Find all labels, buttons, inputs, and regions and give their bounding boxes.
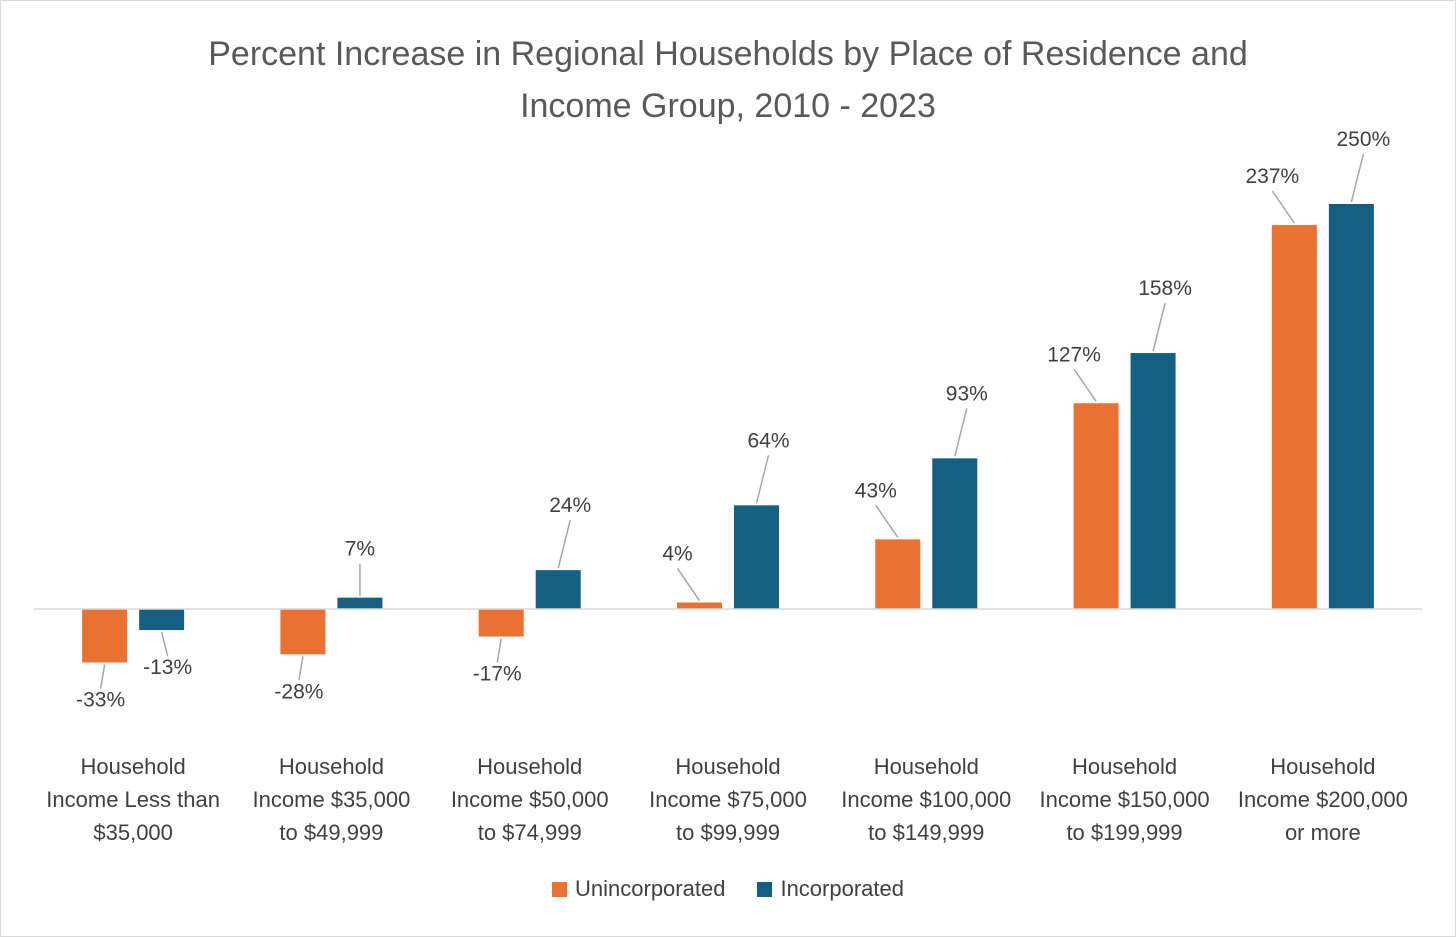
bar-unincorporated-5 bbox=[1073, 403, 1119, 609]
bar-unincorporated-6 bbox=[1271, 225, 1317, 609]
leader-line-incorporated-2 bbox=[557, 519, 571, 569]
bar-incorporated-1 bbox=[337, 597, 383, 609]
bar-incorporated-2 bbox=[535, 570, 581, 609]
bar-incorporated-5 bbox=[1130, 353, 1176, 609]
leader-line-incorporated-0 bbox=[160, 631, 169, 657]
category-label-3-line-1: Income $75,000 bbox=[649, 787, 807, 812]
bar-unincorporated-0 bbox=[82, 609, 128, 663]
data-label-incorporated-0: -13% bbox=[143, 656, 192, 679]
data-label-incorporated-6: 250% bbox=[1336, 128, 1390, 151]
leader-line-unincorporated-4 bbox=[875, 504, 899, 538]
legend-label-unincorporated: Unincorporated bbox=[575, 876, 726, 901]
category-label-4-line-1: Income $100,000 bbox=[841, 787, 1012, 812]
category-label-4-line-2: to $149,999 bbox=[868, 820, 985, 845]
category-label-6-line-0: Household bbox=[1270, 754, 1376, 779]
category-label-2-line-1: Income $50,000 bbox=[450, 787, 609, 812]
data-label-unincorporated-6: 237% bbox=[1245, 165, 1299, 188]
leader-line-unincorporated-0 bbox=[99, 664, 106, 689]
bar-unincorporated-2 bbox=[478, 609, 524, 637]
bar-incorporated-4 bbox=[932, 458, 978, 609]
category-label-3-line-2: to $99,999 bbox=[676, 820, 780, 845]
data-label-unincorporated-3: 4% bbox=[662, 543, 692, 566]
category-label-1-line-0: Household bbox=[278, 754, 385, 779]
category-label-5-line-1: Income $150,000 bbox=[1039, 787, 1210, 812]
bar-incorporated-6 bbox=[1328, 204, 1374, 609]
category-label-0: Household Income Less than $35,000 bbox=[33, 750, 233, 849]
category-label-6-line-2: or more bbox=[1284, 820, 1361, 845]
category-label-2: Household Income $50,000 to $74,999 bbox=[430, 750, 630, 849]
bar-incorporated-0 bbox=[139, 609, 185, 631]
legend-swatch-incorporated bbox=[757, 881, 773, 897]
legend: Unincorporated Incorporated bbox=[0, 876, 1456, 902]
category-label-3-line-0: Household bbox=[675, 754, 781, 779]
legend-swatch-unincorporated bbox=[552, 881, 568, 897]
data-label-unincorporated-4: 43% bbox=[855, 479, 897, 502]
bar-incorporated-3 bbox=[734, 505, 779, 609]
category-label-5-line-0: Household bbox=[1071, 754, 1178, 779]
bar-unincorporated-1 bbox=[280, 609, 326, 655]
data-label-unincorporated-2: -17% bbox=[473, 663, 522, 686]
data-label-incorporated-3: 64% bbox=[747, 429, 789, 452]
data-label-unincorporated-1: -28% bbox=[274, 680, 323, 703]
category-label-6: Household Income $200,000 or more bbox=[1223, 750, 1423, 849]
leader-line-unincorporated-5 bbox=[1073, 368, 1097, 402]
category-label-2-line-0: Household bbox=[477, 754, 583, 779]
leader-line-incorporated-5 bbox=[1152, 302, 1166, 352]
category-label-6-line-1: Income $200,000 bbox=[1237, 787, 1408, 812]
legend-item-unincorporated: Unincorporated bbox=[552, 876, 725, 902]
leader-line-unincorporated-2 bbox=[496, 638, 502, 663]
bar-unincorporated-3 bbox=[677, 602, 722, 609]
leader-line-incorporated-3 bbox=[755, 455, 770, 504]
leader-line-incorporated-6 bbox=[1350, 153, 1365, 203]
category-label-0-line-2: $35,000 bbox=[93, 820, 173, 845]
legend-item-incorporated: Incorporated bbox=[757, 876, 904, 902]
chart-title-line-1: Percent Increase in Regional Households … bbox=[208, 35, 1248, 73]
category-label-1: Household Income $35,000 to $49,999 bbox=[231, 750, 431, 849]
category-label-4-line-0: Household bbox=[873, 754, 979, 779]
data-label-incorporated-5: 158% bbox=[1138, 277, 1192, 300]
leader-line-unincorporated-6 bbox=[1271, 190, 1295, 224]
category-label-5: Household Income $150,000 to $199,999 bbox=[1025, 750, 1225, 849]
chart-title: Percent Increase in Regional Households … bbox=[0, 28, 1456, 132]
leader-line-unincorporated-1 bbox=[298, 656, 304, 681]
leader-line-unincorporated-3 bbox=[676, 568, 701, 601]
bar-unincorporated-4 bbox=[875, 539, 921, 609]
data-label-unincorporated-5: 127% bbox=[1047, 343, 1101, 366]
chart-title-line-2: Income Group, 2010 - 2023 bbox=[520, 87, 936, 125]
legend-label-incorporated: Incorporated bbox=[780, 876, 904, 901]
category-label-1-line-1: Income $35,000 bbox=[252, 787, 411, 812]
data-label-incorporated-1: 7% bbox=[345, 538, 375, 561]
category-label-0-line-1: Income Less than bbox=[46, 787, 220, 812]
data-label-incorporated-2: 24% bbox=[549, 494, 591, 517]
data-label-unincorporated-0: -33% bbox=[76, 688, 125, 711]
category-label-5-line-2: to $199,999 bbox=[1066, 820, 1183, 845]
category-label-0-line-0: Household bbox=[80, 754, 186, 779]
category-label-2-line-2: to $74,999 bbox=[477, 820, 582, 845]
data-label-incorporated-4: 93% bbox=[946, 382, 988, 405]
category-label-3: Household Income $75,000 to $99,999 bbox=[628, 750, 828, 849]
leader-line-incorporated-4 bbox=[954, 408, 968, 457]
category-label-4: Household Income $100,000 to $149,999 bbox=[826, 750, 1026, 849]
category-label-1-line-2: to $49,999 bbox=[279, 820, 384, 845]
